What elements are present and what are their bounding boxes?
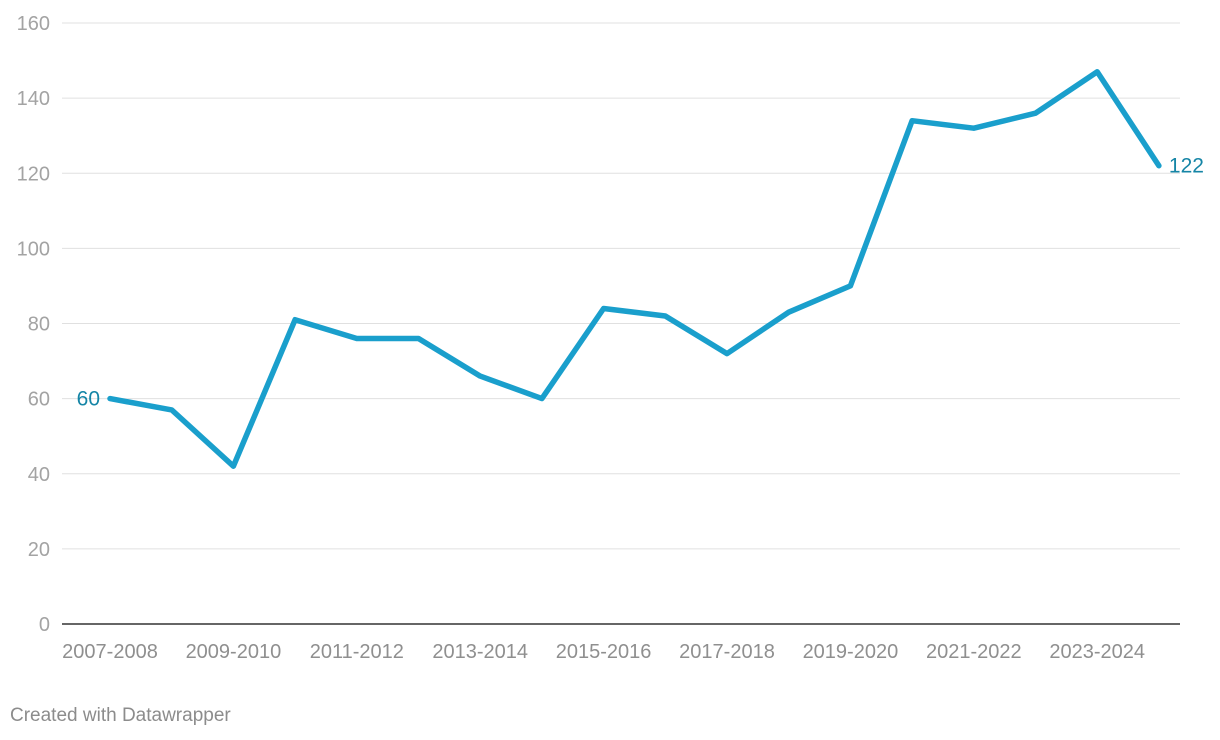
line-chart: 0 20 40 60 80 100 120 140 160 2007-2008 2009-2010…	[17, 13, 1204, 663]
data-labels: 60 122	[77, 155, 1204, 411]
y-axis-tick-labels: 0 20 40 60 80 100 120 140 160	[17, 13, 50, 636]
x-axis-tick-labels: 2007-2008 2009-2010 2011-2012 2013-2014 2015…	[62, 641, 1145, 663]
x-tick-label: 2013-2014	[432, 641, 528, 663]
y-tick-label: 120	[17, 163, 50, 185]
y-tick-label: 0	[39, 614, 50, 636]
data-label-first: 60	[77, 388, 100, 411]
y-tick-label: 80	[28, 314, 50, 336]
x-tick-label: 2015-2016	[556, 641, 652, 663]
x-tick-label: 2009-2010	[186, 641, 282, 663]
x-tick-label: 2023-2024	[1049, 641, 1145, 663]
y-tick-label: 100	[17, 238, 50, 260]
x-tick-label: 2021-2022	[926, 641, 1022, 663]
x-tick-label: 2007-2008	[62, 641, 158, 663]
y-tick-label: 40	[28, 464, 50, 486]
grid-lines	[62, 22, 1180, 550]
data-label-last: 122	[1169, 155, 1204, 178]
x-tick-label: 2011-2012	[310, 641, 404, 663]
series-line	[107, 69, 1162, 469]
y-tick-label: 160	[17, 13, 50, 35]
x-tick-label: 2017-2018	[679, 641, 775, 663]
y-tick-label: 140	[17, 88, 50, 110]
credit-text: Created with Datawrapper	[10, 705, 231, 726]
y-tick-label: 20	[28, 539, 50, 561]
y-tick-label: 60	[28, 389, 50, 411]
x-tick-label: 2019-2020	[803, 641, 899, 663]
